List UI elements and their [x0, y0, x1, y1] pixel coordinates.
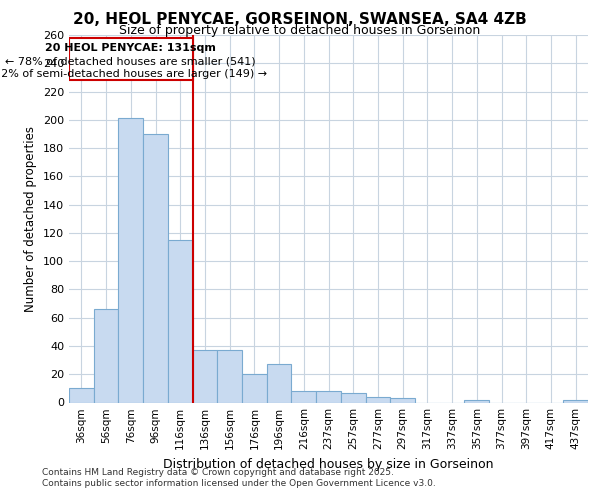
Bar — [563, 400, 588, 402]
Bar — [193, 350, 217, 403]
Y-axis label: Number of detached properties: Number of detached properties — [25, 126, 37, 312]
Bar — [292, 391, 316, 402]
X-axis label: Distribution of detached houses by size in Gorseinon: Distribution of detached houses by size … — [163, 458, 494, 471]
Text: Size of property relative to detached houses in Gorseinon: Size of property relative to detached ho… — [119, 24, 481, 37]
Bar — [365, 397, 390, 402]
Text: ← 78% of detached houses are smaller (541): ← 78% of detached houses are smaller (54… — [5, 56, 256, 66]
Bar — [168, 240, 193, 402]
Text: 22% of semi-detached houses are larger (149) →: 22% of semi-detached houses are larger (… — [0, 69, 268, 79]
Bar — [94, 309, 118, 402]
Bar — [217, 350, 242, 403]
Bar — [118, 118, 143, 403]
Bar — [69, 388, 94, 402]
Bar — [341, 392, 365, 402]
Text: Contains HM Land Registry data © Crown copyright and database right 2025.
Contai: Contains HM Land Registry data © Crown c… — [42, 468, 436, 487]
Bar — [390, 398, 415, 402]
Text: 20 HEOL PENYCAE: 131sqm: 20 HEOL PENYCAE: 131sqm — [46, 44, 216, 54]
Bar — [464, 400, 489, 402]
Bar — [143, 134, 168, 402]
Bar — [316, 391, 341, 402]
Bar — [242, 374, 267, 402]
Text: 20, HEOL PENYCAE, GORSEINON, SWANSEA, SA4 4ZB: 20, HEOL PENYCAE, GORSEINON, SWANSEA, SA… — [73, 12, 527, 28]
Bar — [69, 38, 193, 80]
Bar — [267, 364, 292, 403]
